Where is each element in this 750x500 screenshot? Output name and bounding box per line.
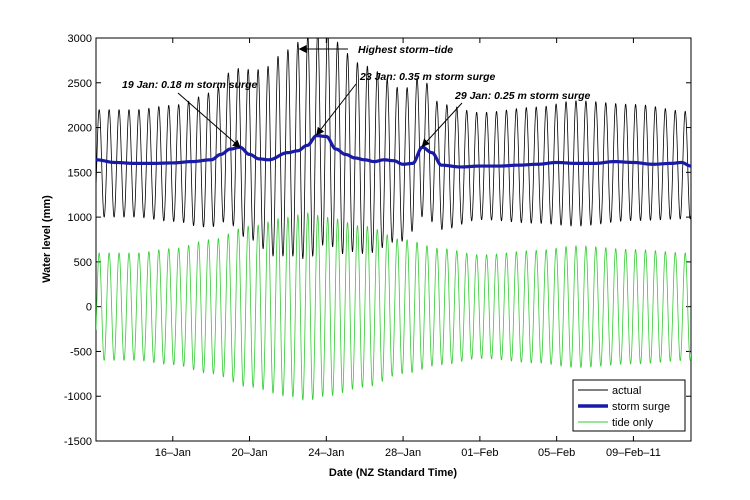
annotation-arrow-23-jan-surge — [316, 83, 357, 136]
x-tick-label: 09–Feb–11 — [606, 447, 661, 459]
y-tick-label: 1500 — [68, 167, 92, 179]
series-line-storm-surge — [96, 134, 691, 169]
y-tick-label: 500 — [74, 257, 92, 269]
series-line-tide-only — [96, 212, 691, 401]
annotations: Highest storm–tide 19 Jan: 0.18 m storm s… — [122, 44, 591, 148]
y-tick-label: 2500 — [68, 78, 92, 90]
annotation-label-29-jan-surge: 29 Jan: 0.25 m storm surge — [454, 90, 591, 102]
legend-label-actual: actual — [612, 385, 641, 397]
y-tick-label: 0 — [86, 302, 92, 314]
x-tick-label: 20–Jan — [232, 447, 268, 459]
x-tick-label: 16–Jan — [155, 447, 191, 459]
annotation-label-23-jan-surge: 23 Jan: 0.35 m storm surge — [359, 71, 496, 83]
x-axis-title: Date (NZ Standard Time) — [329, 467, 457, 479]
annotation-label-19-jan-surge: 19 Jan: 0.18 m storm surge — [122, 79, 258, 91]
y-tick-label: 2000 — [68, 123, 92, 135]
legend: actual storm surge tide only — [572, 379, 686, 432]
annotation-arrow-29-jan-surge — [421, 102, 463, 148]
annotation-arrow-19-jan-surge — [177, 92, 241, 148]
x-tick-label: 24–Jan — [308, 447, 344, 459]
series-layer — [96, 38, 691, 401]
axis-ticks: -1500 -1000 -500 0 500 1000 1500 2000 2500 3000 16… — [64, 33, 691, 459]
x-tick-label: 05–Feb — [538, 447, 575, 459]
y-tick-label: -1500 — [64, 436, 92, 448]
y-tick-label: -1000 — [64, 391, 92, 403]
annotation-label-highest-storm-tide: Highest storm–tide — [358, 44, 453, 56]
y-tick-label: 3000 — [68, 33, 92, 45]
series-line-actual — [96, 38, 691, 260]
y-tick-label: 1000 — [68, 212, 92, 224]
legend-label-storm-surge: storm surge — [612, 401, 670, 413]
legend-label-tide-only: tide only — [612, 417, 653, 429]
y-axis-title: Water level (mm) — [41, 195, 53, 283]
plot-area — [95, 37, 692, 442]
x-tick-label: 28–Jan — [385, 447, 421, 459]
x-tick-label: 01–Feb — [461, 447, 498, 459]
y-tick-label: -500 — [70, 346, 92, 358]
